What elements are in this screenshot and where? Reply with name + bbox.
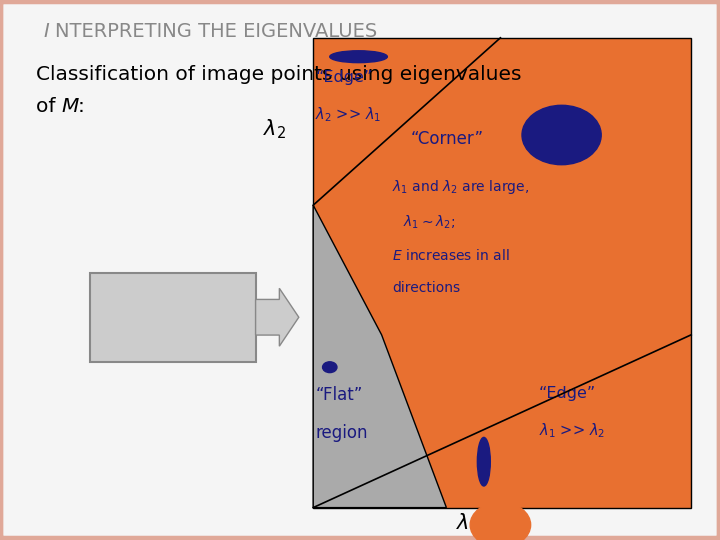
Circle shape xyxy=(522,105,601,165)
Text: $\lambda_1$: $\lambda_1$ xyxy=(456,511,480,535)
Text: $\lambda_1 \sim \lambda_2$;: $\lambda_1 \sim \lambda_2$; xyxy=(403,213,456,231)
Text: I: I xyxy=(43,22,49,40)
Text: M: M xyxy=(61,97,78,116)
Ellipse shape xyxy=(477,437,490,486)
Text: Classification of image points using eigenvalues: Classification of image points using eig… xyxy=(36,65,521,84)
Text: :: : xyxy=(78,97,85,116)
Text: “Corner”: “Corner” xyxy=(410,130,484,147)
Text: “Edge”: “Edge” xyxy=(539,386,596,401)
Polygon shape xyxy=(313,205,446,508)
Text: $\lambda_2$ >> $\lambda_1$: $\lambda_2$ >> $\lambda_1$ xyxy=(315,105,382,124)
Text: “Edge”: “Edge” xyxy=(315,70,373,85)
Text: $\lambda_1$ >> $\lambda_2$: $\lambda_1$ >> $\lambda_2$ xyxy=(539,421,605,440)
Text: of: of xyxy=(36,97,62,116)
Text: in all directions: in all directions xyxy=(99,332,204,346)
Text: region: region xyxy=(315,424,368,442)
Text: $E$ increases in all: $E$ increases in all xyxy=(392,248,510,264)
Text: $E$ is almost constant: $E$ is almost constant xyxy=(99,305,240,320)
Text: $\lambda_2$: $\lambda_2$ xyxy=(264,118,287,141)
Text: $\lambda_1$ and $\lambda_2$ are small;: $\lambda_1$ and $\lambda_2$ are small; xyxy=(99,278,238,295)
Circle shape xyxy=(470,502,531,540)
Bar xyxy=(90,273,256,362)
Text: $\lambda_1$ and $\lambda_2$ are large,: $\lambda_1$ and $\lambda_2$ are large, xyxy=(392,178,529,196)
Text: directions: directions xyxy=(392,281,461,295)
Ellipse shape xyxy=(330,51,387,63)
Text: NTERPRETING THE EIGENVALUES: NTERPRETING THE EIGENVALUES xyxy=(55,22,378,40)
Bar xyxy=(313,38,691,508)
Text: “Flat”: “Flat” xyxy=(315,386,363,404)
Polygon shape xyxy=(256,288,299,346)
Circle shape xyxy=(323,362,337,373)
